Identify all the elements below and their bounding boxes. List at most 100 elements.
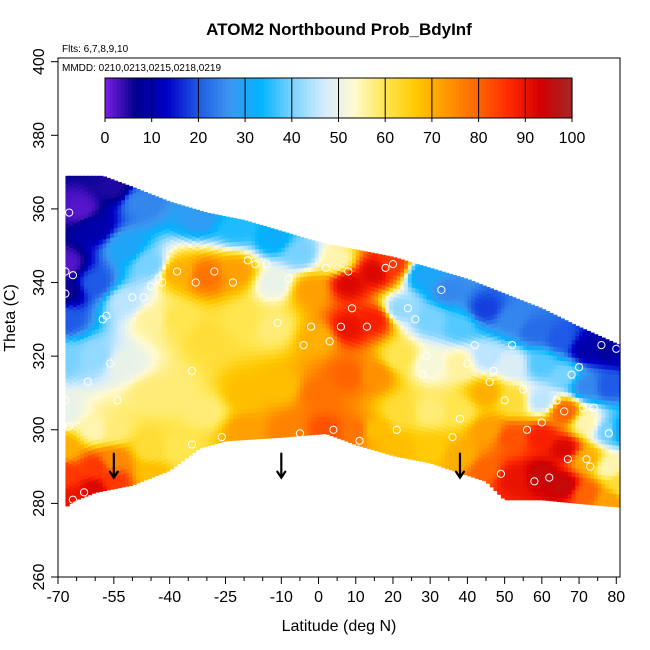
field-cell <box>191 443 197 449</box>
field-cell <box>76 415 81 421</box>
field-cell <box>143 298 148 304</box>
field-cell <box>247 430 253 436</box>
field-cell <box>337 385 342 391</box>
field-cell <box>348 433 353 439</box>
field-cell <box>80 205 85 211</box>
field-cell <box>65 231 70 237</box>
field-cell <box>117 403 122 409</box>
field-cell <box>307 337 312 343</box>
field-cell <box>344 277 349 283</box>
field-cell <box>352 439 357 445</box>
field-cell <box>236 373 241 379</box>
field-cell <box>188 220 193 226</box>
field-cell <box>340 408 346 414</box>
field-cell <box>322 287 327 293</box>
field-cell <box>333 299 338 305</box>
field-cell <box>352 381 357 387</box>
field-cell <box>158 403 163 409</box>
field-cell <box>151 300 156 306</box>
field-cell <box>132 210 137 216</box>
field-cell <box>381 289 387 295</box>
field-cell <box>366 302 372 308</box>
field-cell <box>366 284 372 290</box>
field-cell <box>229 263 234 269</box>
field-cell <box>143 276 148 282</box>
field-cell <box>262 265 268 271</box>
field-cell <box>106 184 111 191</box>
field-cell <box>292 234 297 238</box>
field-cell <box>333 401 338 407</box>
field-cell <box>385 400 390 406</box>
field-cell <box>102 353 107 359</box>
field-cell <box>162 207 167 213</box>
field-cell <box>95 447 100 453</box>
field-cell <box>195 228 201 234</box>
field-cell <box>143 470 148 477</box>
field-cell <box>210 289 215 295</box>
field-cell <box>147 297 152 303</box>
field-cell <box>344 317 349 323</box>
dates-note: MMDD: 0210,0213,0215,0218,0219 <box>62 63 221 74</box>
field-cell <box>311 249 316 255</box>
field-cell <box>370 422 375 428</box>
field-cell <box>277 432 282 438</box>
field-cell <box>318 341 323 347</box>
field-cell <box>162 313 167 319</box>
field-cell <box>169 433 174 439</box>
field-cell <box>128 414 134 420</box>
field-cell <box>314 270 320 276</box>
field-cell <box>337 252 342 258</box>
field-cell <box>203 393 208 399</box>
field-cell <box>381 439 387 445</box>
field-cell <box>378 407 383 413</box>
field-cell <box>151 331 156 337</box>
field-cell <box>303 276 308 282</box>
field-cell <box>352 430 357 436</box>
field-cell <box>273 366 279 372</box>
field-cell <box>400 276 405 282</box>
field-cell <box>352 395 357 401</box>
field-cell <box>348 407 353 413</box>
field-cell <box>232 223 238 229</box>
field-cell <box>113 316 119 322</box>
field-cell <box>154 205 160 211</box>
field-cell <box>270 265 275 271</box>
field-cell <box>65 329 70 335</box>
field-cell <box>147 394 152 400</box>
field-cell <box>128 215 134 221</box>
field-cell <box>113 377 119 383</box>
field-cell <box>381 262 387 268</box>
field-cell <box>206 330 212 336</box>
field-cell <box>80 183 85 189</box>
field-cell <box>206 335 212 341</box>
field-cell <box>151 251 156 257</box>
field-cell <box>203 415 208 421</box>
field-cell <box>117 447 122 453</box>
field-cell <box>117 328 122 334</box>
field-cell <box>95 461 100 467</box>
field-cell <box>113 263 119 269</box>
field-cell <box>214 416 219 422</box>
field-cell <box>206 405 212 411</box>
field-cell <box>210 285 215 291</box>
field-cell <box>124 190 130 196</box>
field-cell <box>72 284 78 290</box>
field-cell <box>80 219 85 225</box>
field-cell <box>191 288 197 294</box>
field-cell <box>87 313 93 319</box>
field-cell <box>139 476 145 482</box>
field-cell <box>359 300 364 306</box>
field-cell <box>329 342 335 348</box>
field-cell <box>151 273 156 279</box>
field-cell <box>210 307 215 313</box>
field-cell <box>121 261 126 267</box>
field-cell <box>247 315 253 321</box>
field-cell <box>240 311 245 317</box>
field-cell <box>65 307 70 313</box>
field-cell <box>307 249 312 255</box>
field-cell <box>117 288 122 294</box>
field-cell <box>244 377 249 383</box>
field-cell <box>229 330 234 336</box>
field-cell <box>337 376 342 382</box>
field-cell <box>299 249 305 255</box>
